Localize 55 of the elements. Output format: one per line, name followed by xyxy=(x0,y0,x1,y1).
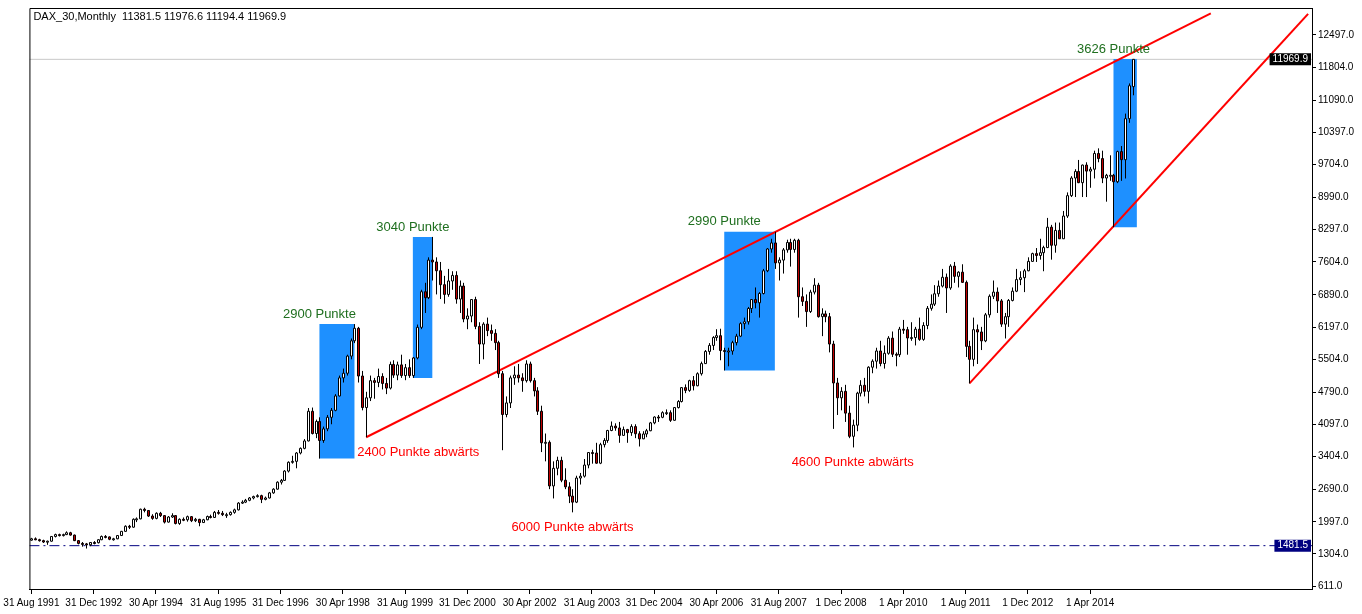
x-tick-label: 1 Apr 2010 xyxy=(879,596,928,608)
x-tick-label: 1 Dec 2008 xyxy=(815,596,868,608)
x-tick-label: 31 Aug 1999 xyxy=(376,596,434,608)
y-tick-label: 2690.0 xyxy=(1318,483,1350,495)
y-tick-label: 7604.0 xyxy=(1318,255,1350,267)
ref-line-label: 11969.9 xyxy=(1272,53,1309,65)
x-tick-label: 31 Aug 1995 xyxy=(190,596,247,608)
x-tick-label: 31 Dec 1996 xyxy=(252,596,310,608)
y-tick-label: 9704.0 xyxy=(1318,158,1350,170)
candlestick xyxy=(972,317,975,367)
x-tick-label: 30 Apr 2006 xyxy=(689,596,744,608)
y-tick-label: 6197.0 xyxy=(1318,320,1350,332)
x-tick-label: 31 Dec 2004 xyxy=(625,596,683,608)
y-tick-label: 8297.0 xyxy=(1318,223,1350,235)
candlestick xyxy=(933,284,936,307)
y-tick-label: 10397.0 xyxy=(1318,126,1355,138)
y-tick-label: 12497.0 xyxy=(1318,28,1355,40)
y-tick-label: 4790.0 xyxy=(1318,386,1350,398)
candlestick xyxy=(618,421,621,444)
y-tick-label: 5504.0 xyxy=(1318,352,1350,364)
candlestick xyxy=(373,377,376,400)
x-tick-label: 30 Apr 2002 xyxy=(502,596,558,608)
x-tick-label: 30 Apr 1998 xyxy=(315,596,371,608)
y-tick-label: 3404.0 xyxy=(1318,450,1350,462)
ref-line-label: 1481.5 xyxy=(1277,539,1309,551)
x-tick-label: 31 Aug 2003 xyxy=(563,596,621,608)
annotation: 2990 Punkte xyxy=(687,213,761,229)
x-tick-label: 1 Apr 2014 xyxy=(1065,596,1115,608)
x-tick-label: 1 Dec 2012 xyxy=(1002,596,1054,608)
candlestick xyxy=(447,268,450,298)
x-tick-label: 31 Dec 2000 xyxy=(438,596,497,608)
x-tick-label: 30 Apr 1994 xyxy=(128,596,184,608)
x-tick-label: 1 Aug 2011 xyxy=(940,596,991,608)
y-tick-label: 611.0 xyxy=(1318,579,1343,591)
y-tick-label: 11804.0 xyxy=(1318,60,1354,72)
annotation: 6000 Punkte abwärts xyxy=(511,518,635,534)
annotation: 2400 Punkte abwärts xyxy=(357,443,480,459)
candlestick xyxy=(396,361,399,381)
candlestick xyxy=(470,298,473,323)
y-tick-label: 1304.0 xyxy=(1318,547,1350,559)
x-tick-label: 31 Dec 1992 xyxy=(65,596,123,608)
y-tick-label: 8990.0 xyxy=(1318,191,1350,203)
x-tick-label: 31 Aug 1991 xyxy=(3,596,60,608)
annotation: 4600 Punkte abwärts xyxy=(791,454,915,470)
x-tick-label: 31 Aug 2007 xyxy=(750,596,808,608)
candlestick xyxy=(599,442,602,465)
candlestick xyxy=(1101,150,1104,184)
y-tick-label: 1997.0 xyxy=(1318,515,1350,527)
chart-title: DAX_30,Monthly 11381.5 11976.6 11194.4 11969.9 xyxy=(33,10,287,23)
annotation: 2900 Punkte xyxy=(282,305,356,321)
y-tick-label: 4097.0 xyxy=(1318,418,1350,430)
candlestick xyxy=(377,368,380,388)
y-tick-label: 11090.0 xyxy=(1318,93,1354,105)
annotation: 3040 Punkte xyxy=(376,218,450,234)
y-tick-label: 6890.0 xyxy=(1318,288,1350,300)
